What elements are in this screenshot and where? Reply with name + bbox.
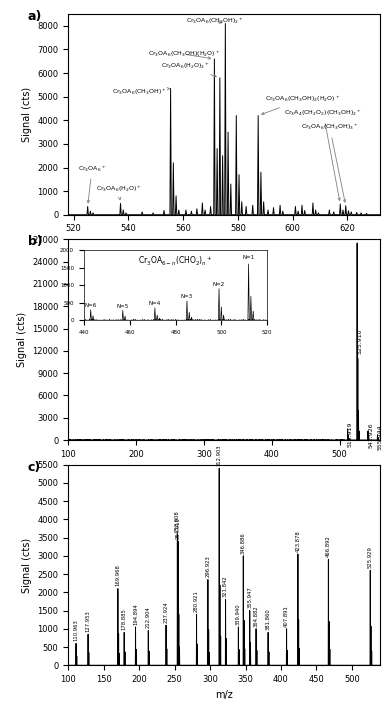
- Text: 296.923: 296.923: [206, 555, 210, 577]
- Text: 423.878: 423.878: [295, 530, 300, 552]
- Text: Cr$_3$OA$_6$(CH$_3$OH)$_2$$^+$: Cr$_3$OA$_6$(CH$_3$OH)$_2$$^+$: [186, 16, 244, 26]
- Text: 466.892: 466.892: [326, 536, 331, 558]
- Text: 407.891: 407.891: [284, 605, 289, 627]
- Text: 511.919: 511.919: [348, 422, 353, 447]
- Y-axis label: Signal (cts): Signal (cts): [22, 87, 32, 142]
- Text: 541.926: 541.926: [368, 422, 373, 448]
- Text: 169.968: 169.968: [115, 565, 121, 586]
- Text: N=3: N=3: [181, 294, 193, 299]
- Text: 321.842: 321.842: [223, 576, 228, 598]
- Text: 381.860: 381.860: [266, 608, 271, 630]
- Text: 555.944: 555.944: [378, 425, 383, 451]
- Text: 280.921: 280.921: [194, 590, 199, 612]
- Text: Cr$_3$OA$_6$(CH$_3$OH)$_3$$^+$: Cr$_3$OA$_6$(CH$_3$OH)$_3$$^+$: [301, 122, 359, 202]
- Text: 364.882: 364.882: [254, 605, 259, 627]
- Text: 525.910: 525.910: [358, 329, 362, 354]
- Text: c): c): [28, 460, 41, 474]
- Text: N=5: N=5: [117, 303, 129, 308]
- Text: 127.953: 127.953: [85, 610, 90, 632]
- Text: Cr$_3$OA$_6$(CH$_3$OH)$^+$: Cr$_3$OA$_6$(CH$_3$OH)$^+$: [112, 87, 170, 97]
- Text: 254.910: 254.910: [176, 517, 181, 539]
- Text: Cr$_3$OA$_6$(H$_2$O)$_2$$^+$: Cr$_3$OA$_6$(H$_2$O)$_2$$^+$: [161, 61, 216, 77]
- Text: N=4: N=4: [149, 301, 161, 306]
- Text: N=1: N=1: [243, 256, 255, 260]
- Text: 312.903: 312.903: [217, 444, 222, 466]
- Text: 194.894: 194.894: [133, 603, 138, 624]
- Text: N=6: N=6: [85, 303, 97, 308]
- Text: 178.885: 178.885: [122, 608, 127, 630]
- Text: a): a): [28, 10, 42, 23]
- Text: 253.908: 253.908: [175, 510, 180, 532]
- Text: 355.947: 355.947: [247, 586, 252, 608]
- Text: 339.940: 339.940: [236, 603, 241, 624]
- Text: Cr$_3$OA$_6$(H$_2$O)$^+$: Cr$_3$OA$_6$(H$_2$O)$^+$: [96, 184, 141, 200]
- Text: N=2: N=2: [213, 282, 225, 287]
- Text: 525.929: 525.929: [368, 546, 373, 568]
- Text: 212.904: 212.904: [146, 607, 151, 629]
- Text: 110.963: 110.963: [74, 620, 78, 641]
- Text: Cr$_3$OA$_6$(CH$_3$OH)$_2$(H$_2$O)$^+$: Cr$_3$OA$_6$(CH$_3$OH)$_2$(H$_2$O)$^+$: [262, 94, 340, 115]
- Y-axis label: Signal (cts): Signal (cts): [17, 312, 27, 367]
- Text: Cr$_3$OA$_{6-n}$(CHO$_2$)$_n$$^+$: Cr$_3$OA$_{6-n}$(CHO$_2$)$_n$$^+$: [138, 255, 213, 268]
- Text: Cr$_3$OA$_6$$^+$: Cr$_3$OA$_6$$^+$: [78, 164, 106, 203]
- Text: 237.924: 237.924: [163, 601, 168, 623]
- Y-axis label: Signal (cts): Signal (cts): [22, 537, 32, 593]
- Text: b): b): [28, 235, 43, 249]
- X-axis label: m/z: m/z: [215, 689, 233, 700]
- Text: 346.886: 346.886: [241, 532, 246, 553]
- Text: Cr$_3$OA$_6$(CH$_3$OH)(H$_2$O)$^+$: Cr$_3$OA$_6$(CH$_3$OH)(H$_2$O)$^+$: [148, 49, 220, 59]
- Text: Cr$_3$A$_4$(CH$_2$O$_2$)(CH$_3$OH)$_2$$^+$: Cr$_3$A$_4$(CH$_2$O$_2$)(CH$_3$OH)$_2$$^…: [284, 108, 362, 201]
